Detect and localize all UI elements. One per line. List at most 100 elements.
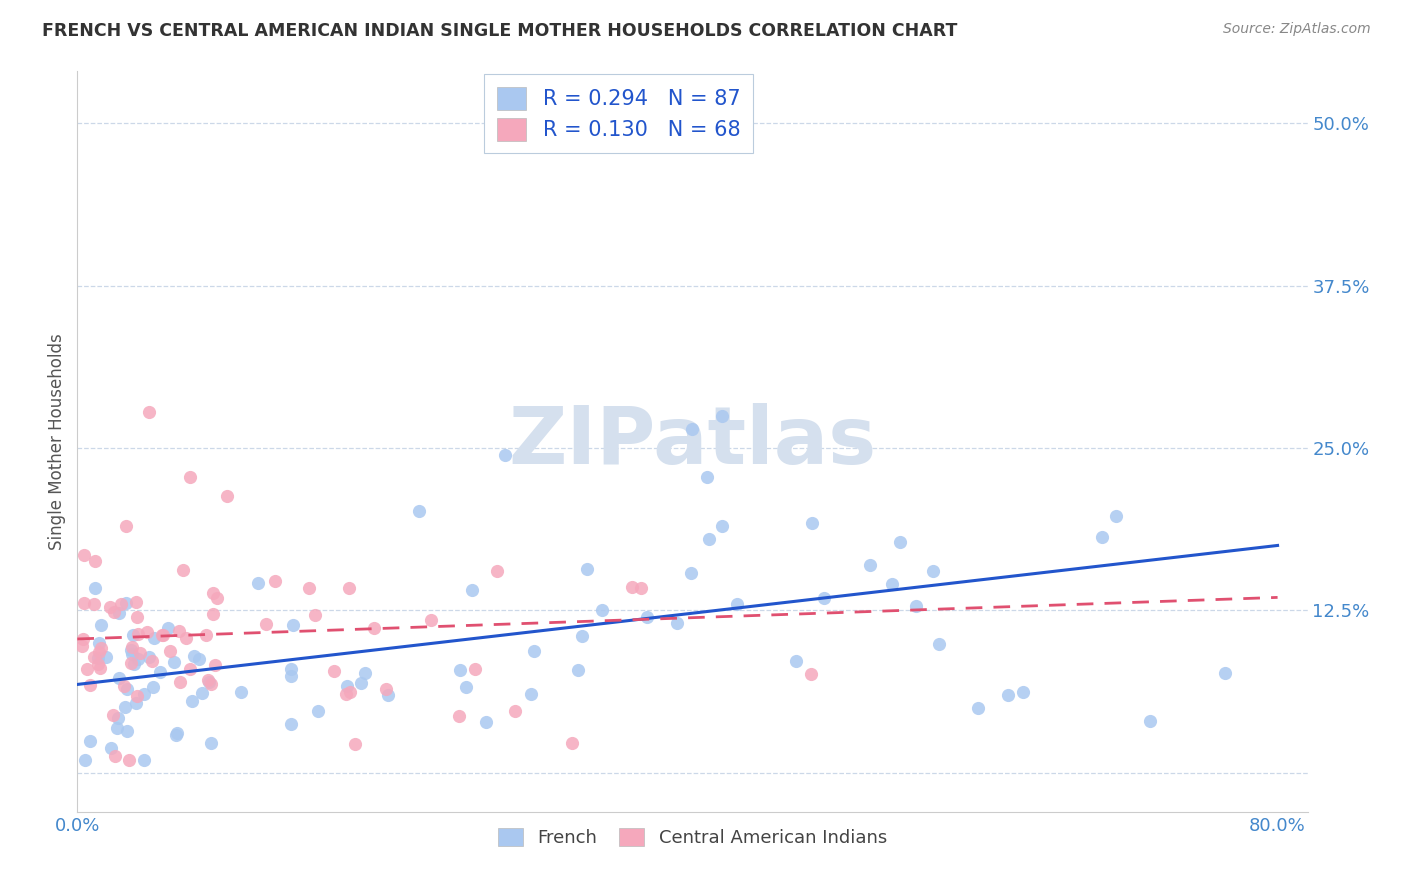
Point [167, 624, 190, 639]
Point [87, 657, 110, 672]
Point [197, 673, 219, 688]
Legend: French, Central American Indians: French, Central American Indians [491, 821, 894, 855]
Point [163, 656, 186, 670]
Point [201, 585, 224, 599]
Point [283, 618, 305, 632]
Point [460, 582, 482, 597]
Point [87, 635, 110, 649]
Point [121, 643, 143, 657]
Point [121, 640, 143, 655]
Point [89, 660, 111, 674]
Point [115, 724, 138, 739]
Point [454, 680, 477, 694]
Point [180, 694, 202, 708]
Point [76, 662, 98, 676]
Point [121, 628, 143, 642]
Point [298, 581, 321, 595]
Point [142, 680, 165, 694]
Point [198, 675, 221, 690]
Point [1105, 508, 1128, 523]
Point [179, 662, 201, 676]
Point [120, 656, 142, 670]
Point [179, 469, 201, 483]
Point [280, 662, 302, 676]
Point [343, 737, 366, 751]
Point [997, 688, 1019, 702]
Point [200, 677, 222, 691]
Point [621, 580, 644, 594]
Point [138, 650, 160, 665]
Point [420, 613, 443, 627]
Point [727, 597, 749, 611]
Point [103, 748, 125, 763]
Point [697, 532, 720, 546]
Point [191, 686, 214, 700]
Point [337, 581, 360, 595]
Point [72, 596, 94, 610]
Point [149, 665, 172, 679]
Point [880, 576, 903, 591]
Point [200, 737, 222, 751]
Point [520, 687, 543, 701]
Point [72, 632, 94, 647]
Point [79, 678, 101, 692]
Point [122, 657, 145, 672]
Point [118, 753, 141, 767]
Point [350, 675, 373, 690]
Point [114, 699, 136, 714]
Point [377, 688, 399, 702]
Point [921, 565, 943, 579]
Point [621, 116, 644, 130]
Point [1011, 685, 1033, 699]
Point [666, 616, 689, 631]
Point [1091, 530, 1114, 544]
Point [217, 489, 239, 503]
Point [375, 682, 398, 697]
Point [83, 649, 105, 664]
Y-axis label: Single Mother Households: Single Mother Households [48, 334, 66, 549]
Point [84, 581, 107, 595]
Point [125, 609, 148, 624]
Point [475, 715, 498, 730]
Point [630, 581, 652, 595]
Point [859, 558, 882, 573]
Point [84, 554, 107, 568]
Point [128, 647, 150, 661]
Point [711, 519, 734, 533]
Point [523, 644, 546, 658]
Point [117, 682, 139, 697]
Point [141, 654, 163, 668]
Point [928, 637, 950, 651]
Point [127, 651, 149, 665]
Point [188, 651, 211, 665]
Point [201, 607, 224, 621]
Point [127, 627, 149, 641]
Point [696, 469, 718, 483]
Point [205, 591, 228, 605]
Point [100, 741, 122, 756]
Point [304, 607, 326, 622]
Point [447, 709, 470, 723]
Point [682, 421, 704, 435]
Point [904, 599, 927, 613]
Point [247, 576, 270, 591]
Point [183, 649, 205, 664]
Point [101, 708, 124, 723]
Point [166, 726, 188, 740]
Point [711, 409, 734, 423]
Point [138, 405, 160, 419]
Point [449, 664, 471, 678]
Point [254, 617, 277, 632]
Point [363, 621, 385, 635]
Point [83, 597, 105, 611]
Point [322, 664, 344, 678]
Text: FRENCH VS CENTRAL AMERICAN INDIAN SINGLE MOTHER HOUSEHOLDS CORRELATION CHART: FRENCH VS CENTRAL AMERICAN INDIAN SINGLE… [42, 22, 957, 40]
Point [280, 668, 302, 682]
Point [110, 597, 132, 611]
Point [152, 628, 174, 642]
Point [107, 711, 129, 725]
Point [194, 628, 217, 642]
Point [135, 624, 157, 639]
Point [567, 663, 589, 677]
Point [73, 753, 96, 767]
